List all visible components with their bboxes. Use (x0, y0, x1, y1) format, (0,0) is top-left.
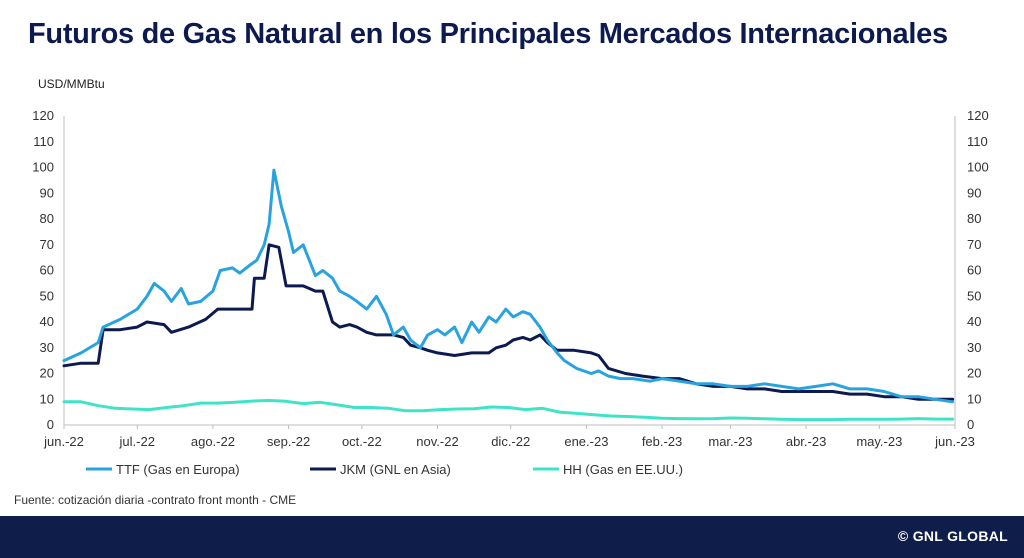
series-line-ttf (62, 168, 955, 404)
x-tick-label: mar.-23 (708, 434, 752, 449)
x-tick-label: sep.-22 (267, 434, 310, 449)
y-tick-label-right: 30 (967, 340, 981, 355)
y-tick-label-right: 0 (967, 417, 974, 432)
series-line-jkm (62, 243, 955, 401)
y-tick-label-right: 60 (967, 263, 981, 278)
y-axis-unit-label: USD/MMBtu (38, 77, 105, 91)
footer-bar: © GNL GLOBAL (0, 516, 1024, 558)
y-tick-label-left: 30 (40, 340, 54, 355)
x-tick-label: ene.-23 (564, 434, 608, 449)
y-tick-label-left: 90 (40, 185, 54, 200)
y-tick-label-right: 110 (967, 134, 988, 149)
x-tick-label: jul.-22 (119, 434, 155, 449)
y-tick-label-left: 50 (40, 288, 54, 303)
y-tick-label-left: 20 (40, 366, 54, 381)
y-tick-label-left: 40 (40, 314, 54, 329)
y-tick-label-right: 100 (967, 160, 989, 175)
legend-label-ttf: TTF (Gas en Europa) (116, 462, 240, 477)
y-tick-label-right: 10 (967, 391, 981, 406)
y-tick-label-left: 110 (33, 134, 54, 149)
y-tick-label-right: 40 (967, 314, 981, 329)
brand-label: © GNL GLOBAL (897, 528, 1008, 544)
legend-label-jkm: JKM (GNL en Asia) (340, 462, 451, 477)
y-tick-label-left: 80 (40, 211, 54, 226)
y-tick-label-right: 90 (967, 185, 981, 200)
x-tick-label: jun.-23 (934, 434, 975, 449)
x-tick-label: jun.-22 (43, 434, 84, 449)
x-tick-label: may.-23 (856, 434, 902, 449)
y-tick-label-right: 50 (967, 288, 981, 303)
gas-futures-line-chart: 0 0 10 10 20 20 30 30 40 40 50 50 60 60 70 70 80 80 90 90 10… (32, 108, 989, 477)
series-line-hh (62, 399, 955, 422)
y-tick-label-left: 10 (40, 391, 54, 406)
x-tick-label: nov.-22 (416, 434, 458, 449)
y-tick-label-left: 60 (40, 263, 54, 278)
x-tick-label: oct.-22 (342, 434, 382, 449)
source-note: Fuente: cotización diaria -contrato fron… (14, 493, 297, 507)
x-tick-label: ago.-22 (191, 434, 235, 449)
y-tick-label-right: 80 (967, 211, 981, 226)
legend-label-hh: HH (Gas en EE.UU.) (563, 462, 683, 477)
y-tick-label-left: 120 (32, 108, 54, 123)
x-tick-label: abr.-23 (786, 434, 826, 449)
y-tick-label-right: 120 (967, 108, 989, 123)
x-tick-label: dic.-22 (491, 434, 530, 449)
y-tick-label-left: 70 (40, 237, 54, 252)
y-tick-label-right: 20 (967, 366, 981, 381)
y-tick-label-left: 0 (47, 417, 54, 432)
y-tick-label-left: 100 (32, 160, 54, 175)
chart-title: Futuros de Gas Natural en los Principale… (28, 18, 948, 50)
y-tick-label-right: 70 (967, 237, 981, 252)
x-tick-label: feb.-23 (642, 434, 682, 449)
